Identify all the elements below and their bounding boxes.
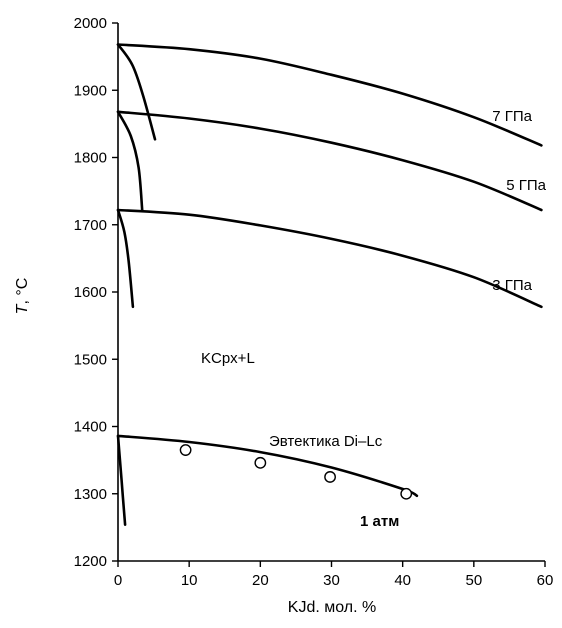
x-tick-label: 60 bbox=[537, 572, 554, 589]
boundary-line-5-гпа bbox=[116, 110, 144, 212]
label-5gpa: 5 ГПа bbox=[506, 177, 546, 194]
y-tick-label: 2000 bbox=[74, 15, 107, 32]
y-tick-label: 1600 bbox=[74, 284, 107, 301]
x-tick-label: 40 bbox=[394, 572, 411, 589]
x-tick-label: 50 bbox=[465, 572, 482, 589]
y-axis-label-italic: T bbox=[14, 303, 31, 314]
label-kcpx-l: KCpx+L bbox=[201, 350, 255, 367]
y-tick-label: 1700 bbox=[74, 217, 107, 234]
x-axis-label: KJd. мол. % bbox=[288, 599, 376, 616]
y-axis-label-rest: , °C bbox=[14, 278, 31, 305]
boundary-line-7-гпа bbox=[116, 43, 157, 141]
series-line-5-гпа bbox=[116, 110, 543, 212]
x-tick-label: 20 bbox=[252, 572, 269, 589]
y-tick-label: 1900 bbox=[74, 82, 107, 99]
y-tick-label: 1200 bbox=[74, 553, 107, 570]
x-tick-label: 10 bbox=[181, 572, 198, 589]
label-eutectic: Эвтектика Di–Lc bbox=[269, 433, 383, 450]
data-point bbox=[254, 456, 267, 469]
x-tick-label: 30 bbox=[323, 572, 340, 589]
boundary-line-3-гпа bbox=[116, 208, 135, 309]
series-line-3-гпа bbox=[116, 208, 543, 309]
x-tick-label: 0 bbox=[114, 572, 122, 589]
data-point bbox=[400, 487, 413, 500]
y-tick-label: 1500 bbox=[74, 351, 107, 368]
series-line-7-гпа bbox=[116, 43, 543, 147]
label-7gpa: 7 ГПа bbox=[492, 108, 532, 125]
label-1atm: 1 атм bbox=[360, 513, 399, 530]
y-tick-label: 1800 bbox=[74, 150, 107, 167]
boundary-line-1-атм bbox=[116, 434, 127, 526]
data-points bbox=[179, 444, 413, 500]
data-point bbox=[179, 444, 192, 456]
y-axis-label: T, °C bbox=[14, 278, 31, 315]
y-tick-label: 1300 bbox=[74, 486, 107, 503]
label-3gpa: 3 ГПа bbox=[492, 277, 532, 294]
y-tick-label: 1400 bbox=[74, 419, 107, 436]
curves bbox=[116, 43, 543, 526]
y-ticks: 1200 1300 1400 1500 1600 1700 1800 1900 2000 bbox=[74, 15, 118, 570]
x-ticks: 0 10 20 30 40 50 60 bbox=[114, 561, 554, 589]
data-point bbox=[324, 471, 336, 483]
